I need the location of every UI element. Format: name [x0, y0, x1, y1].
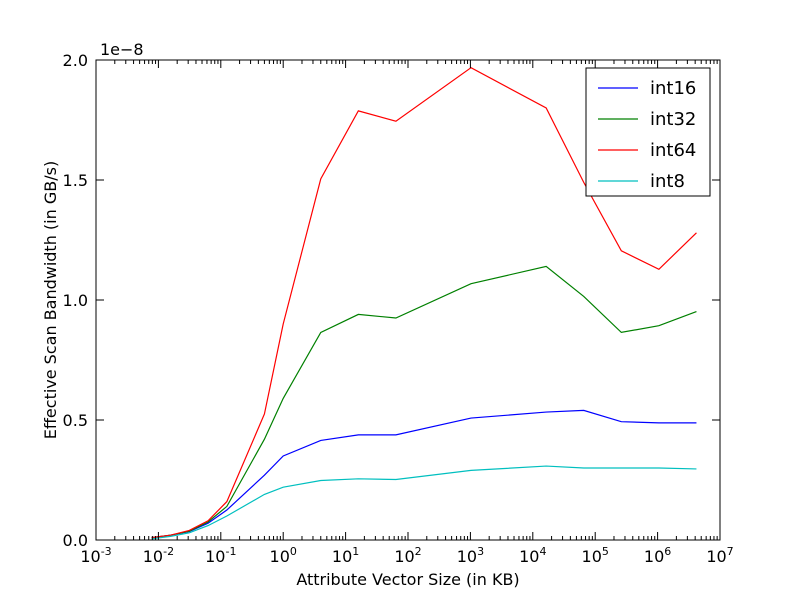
svg-text:10-2: 10-2 — [143, 545, 174, 566]
x-tick-label: 10-1 — [205, 545, 236, 566]
x-tick-label: 102 — [394, 545, 421, 566]
svg-text:104: 104 — [519, 545, 546, 566]
y-tick-label: 2.0 — [63, 51, 88, 70]
legend-item-int8: int8 — [598, 171, 685, 192]
svg-text:102: 102 — [394, 545, 421, 566]
x-tick-label: 107 — [706, 545, 733, 566]
x-axis: 10-3 10-2 10-1 100 101 102 103 104 105 106 107 — [80, 60, 734, 566]
y-axis: 0.0 0.5 1.0 1.5 2.0 — [63, 51, 720, 550]
x-tick-label: 104 — [519, 545, 546, 566]
y-tick-label: 0.5 — [63, 411, 88, 430]
legend-item-int64: int64 — [598, 140, 696, 161]
y-offset-label: 1e−8 — [100, 40, 144, 59]
y-tick-label: 1.5 — [63, 171, 88, 190]
svg-text:10-1: 10-1 — [205, 545, 236, 566]
x-tick-label: 105 — [582, 545, 609, 566]
legend: int16 int32 int64 int8 — [585, 67, 711, 197]
series-line-int8 — [151, 465, 697, 540]
x-tick-label: 10-3 — [80, 545, 111, 566]
svg-text:107: 107 — [706, 545, 733, 566]
svg-text:100: 100 — [270, 545, 297, 566]
x-tick-label: 101 — [332, 545, 359, 566]
y-axis-label: Effective Scan Bandwidth (in GB/s) — [41, 161, 60, 439]
svg-text:106: 106 — [644, 545, 671, 566]
legend-label: int16 — [650, 78, 696, 99]
series-line-int16 — [151, 409, 697, 539]
x-axis-label: Attribute Vector Size (in KB) — [296, 570, 519, 589]
svg-text:105: 105 — [582, 545, 609, 566]
svg-text:101: 101 — [332, 545, 359, 566]
series-line-int64 — [151, 66, 697, 539]
legend-label: int8 — [650, 171, 685, 192]
legend-box — [585, 67, 711, 197]
legend-label: int64 — [650, 140, 696, 161]
x-tick-label: 103 — [457, 545, 484, 566]
legend-label: int32 — [650, 109, 696, 130]
legend-item-int32: int32 — [598, 109, 696, 130]
x-tick-label: 100 — [270, 545, 297, 566]
legend-item-int16: int16 — [598, 78, 696, 99]
series-line-int32 — [151, 265, 697, 539]
y-tick-label: 0.0 — [63, 531, 88, 550]
x-tick-label: 10-2 — [143, 545, 174, 566]
svg-text:103: 103 — [457, 545, 484, 566]
y-tick-label: 1.0 — [63, 291, 88, 310]
x-tick-label: 106 — [644, 545, 671, 566]
series-layer — [151, 66, 697, 540]
svg-text:10-3: 10-3 — [80, 545, 111, 566]
